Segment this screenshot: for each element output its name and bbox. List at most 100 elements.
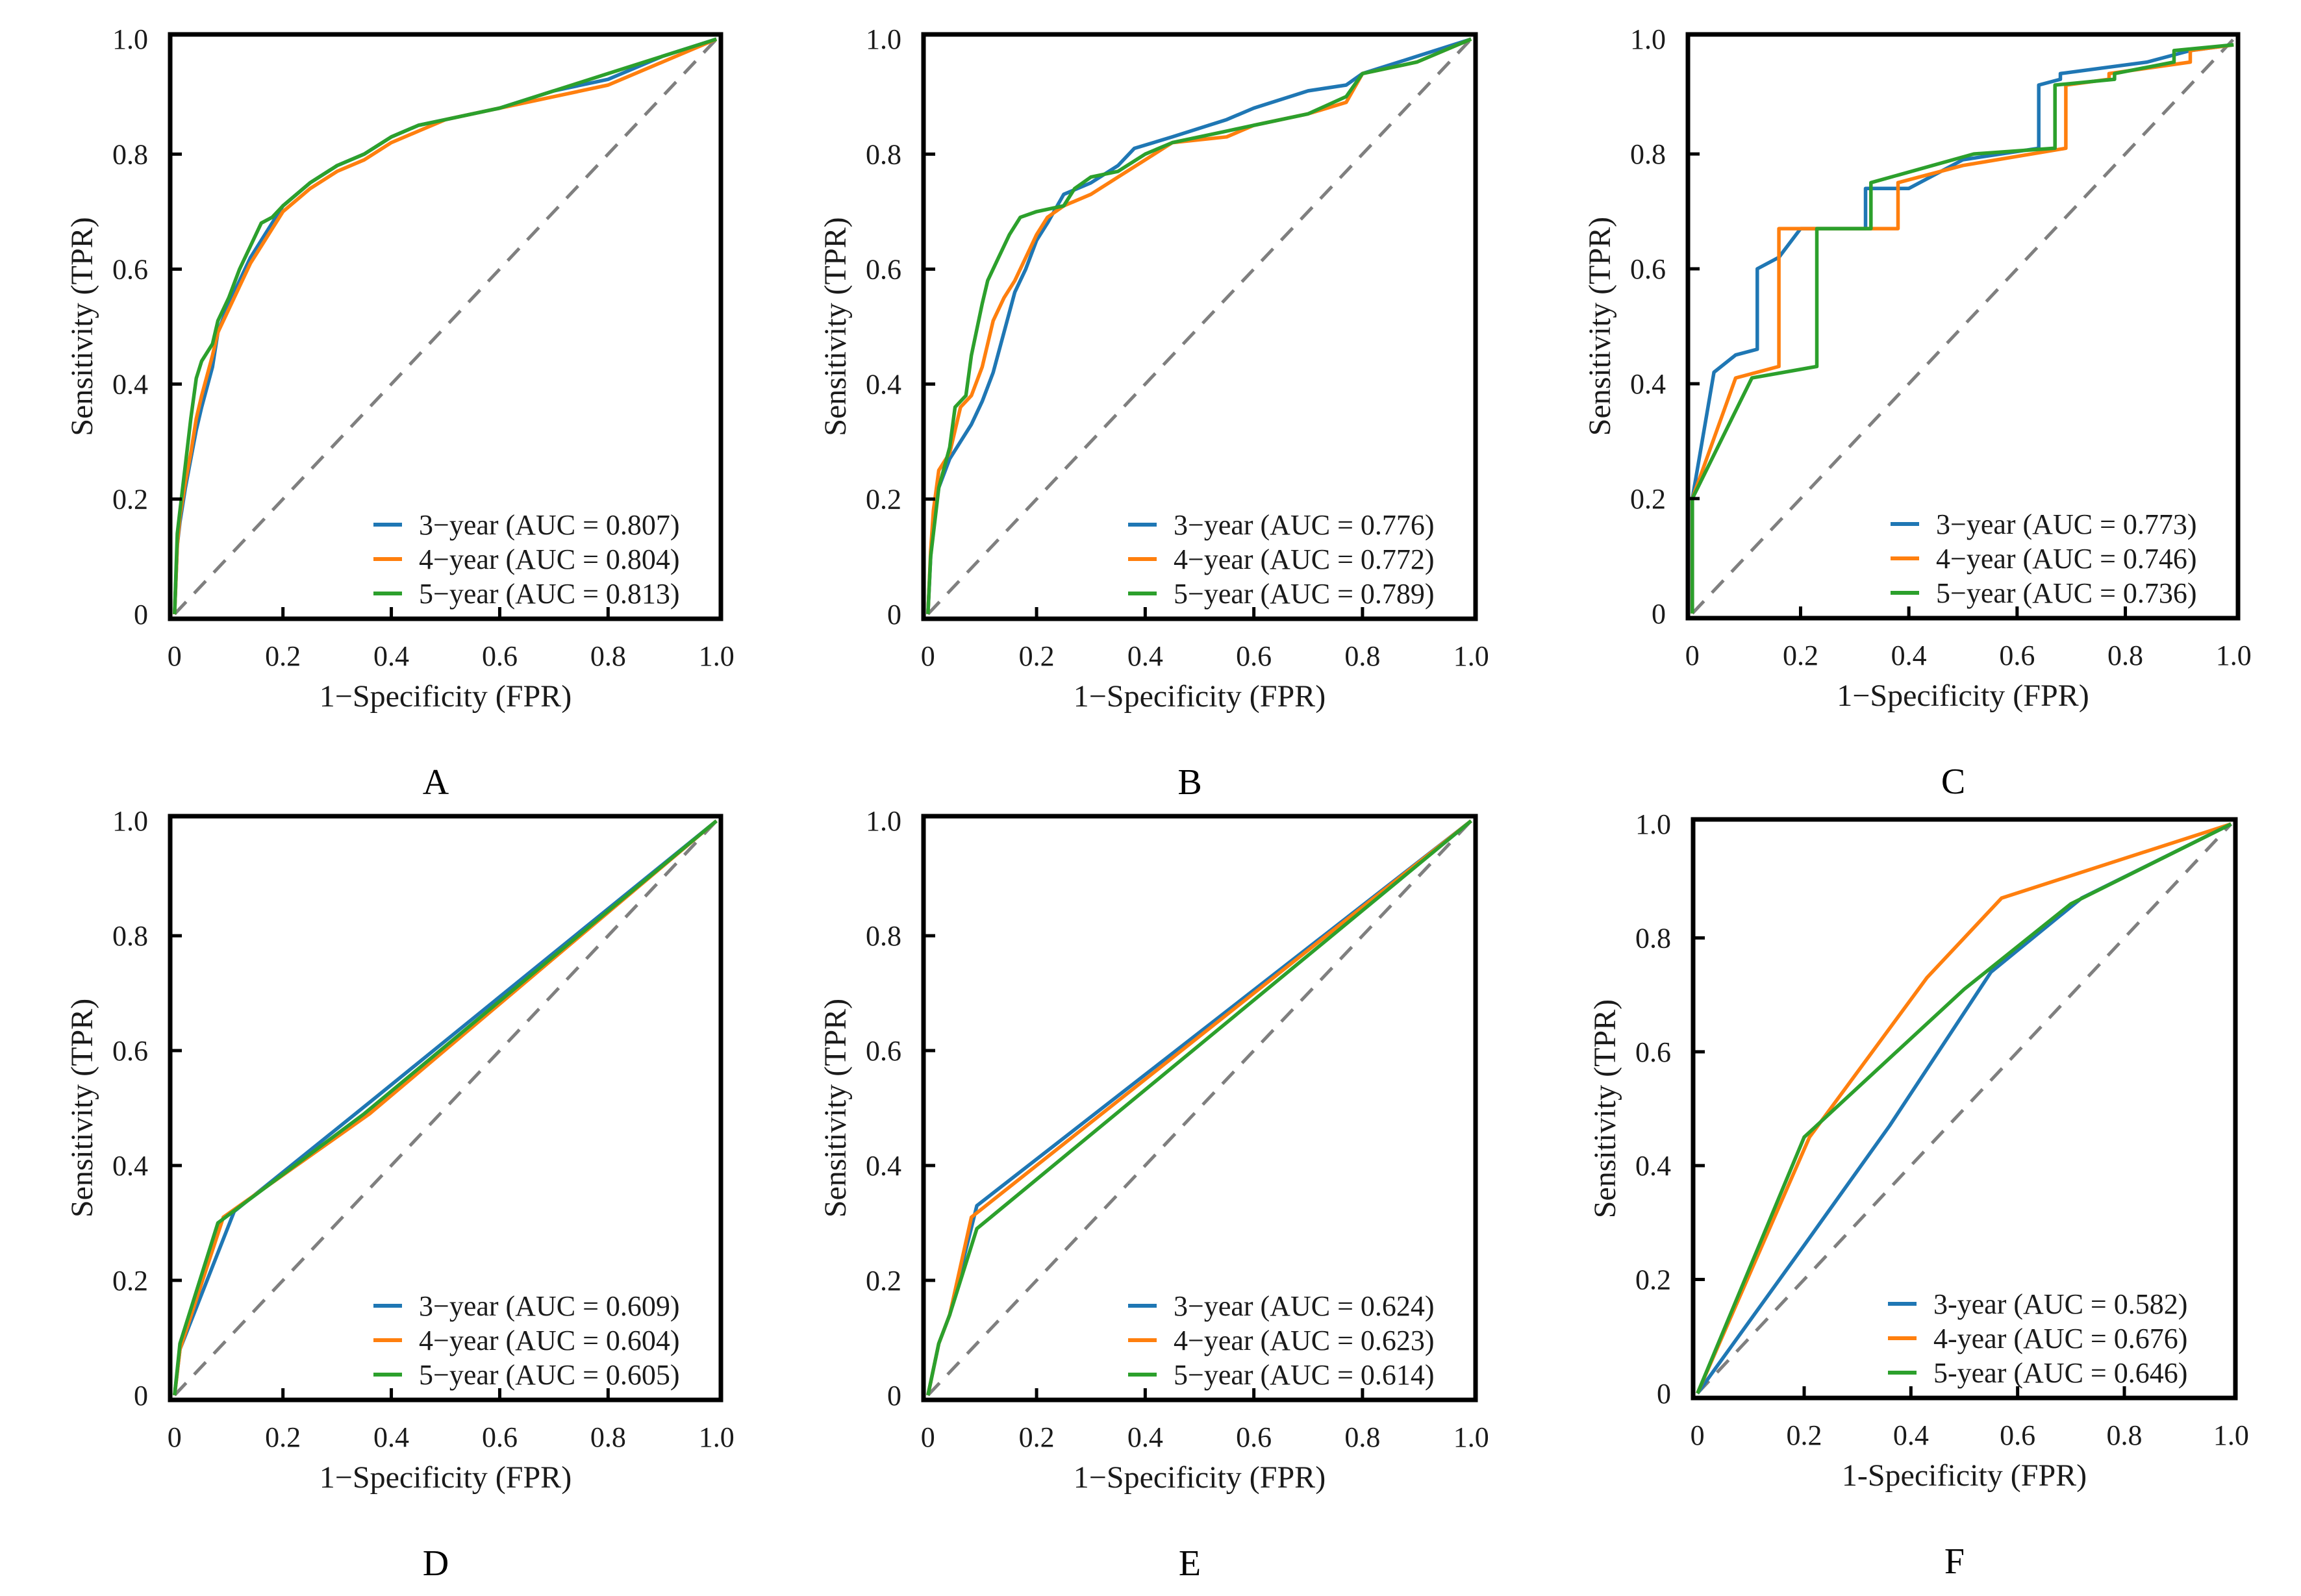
y-tick-label: 1.0 [1630,23,1666,55]
y-tick-label: 0.2 [112,1265,148,1297]
y-tick-label: 0.4 [1630,368,1666,400]
roc-curve-5-year [926,819,1472,1396]
y-tick-label: 0 [887,1380,901,1412]
y-tick-label: 0 [1652,598,1666,630]
y-tick-label: 1.0 [866,23,901,55]
roc-curve-3-year [1691,43,2234,614]
legend-label-3-year: 3−year (AUC = 0.624) [1174,1290,1435,1322]
legend-label-4-year: 4−year (AUC = 0.604) [419,1325,680,1356]
legend-label-4-year: 4−year (AUC = 0.623) [1174,1325,1435,1356]
x-tick-label: 1.0 [699,1421,735,1453]
plot-frame [921,814,1478,1403]
plot-frame [921,32,1478,621]
x-tick-label: 0.8 [2107,640,2143,671]
legend-label-4-year: 4−year (AUC = 0.804) [419,543,680,575]
x-tick-label: 0.6 [1999,640,2035,671]
legend-label-4-year: 4−year (AUC = 0.772) [1174,543,1435,575]
legend: 3−year (AUC = 0.773)4−year (AUC = 0.746)… [1891,508,2197,609]
reference-diagonal-line [1696,823,2233,1395]
y-axis-title: Sensitivity (TPR) [65,217,99,436]
x-axis-title: 1−Specificity (FPR) [1074,679,1326,714]
y-tick-label: 0.8 [112,138,148,170]
y-tick-label: 0.8 [1635,922,1671,954]
panel-letter: F [1944,1541,1965,1582]
reference-diagonal-line [173,38,718,616]
legend-label-3-year: 3−year (AUC = 0.807) [419,509,680,541]
x-axis-title: 1-Specificity (FPR) [1842,1458,2087,1493]
legend-label-4-year: 4-year (AUC = 0.676) [1933,1323,2187,1354]
legend-label-4-year: 4−year (AUC = 0.746) [1936,543,2197,575]
plot-frame [168,814,723,1403]
x-tick-label: 0.6 [482,1421,518,1453]
x-tick-label: 0.4 [1893,1419,1929,1451]
reference-diagonal-line [173,819,718,1397]
roc-curve-5-year [1696,822,2232,1394]
y-axis-title: Sensitivity (TPR) [1583,217,1617,436]
x-tick-label: 0.2 [265,1421,301,1453]
x-tick-label: 0 [921,1421,935,1453]
y-tick-label: 0.2 [866,1265,901,1297]
x-tick-label: 1.0 [699,640,735,672]
y-tick-label: 0.4 [112,369,148,401]
y-tick-label: 1.0 [112,805,148,837]
y-tick-label: 0.6 [1630,253,1666,285]
legend: 3−year (AUC = 0.624)4−year (AUC = 0.623)… [1128,1290,1435,1391]
y-tick-label: 0.6 [112,253,148,285]
legend-label-5-year: 5-year (AUC = 0.646) [1933,1357,2187,1389]
x-axis-title: 1−Specificity (FPR) [1074,1460,1326,1495]
x-tick-label: 0.2 [1019,1421,1055,1453]
y-axis-title: Sensitivity (TPR) [1588,999,1622,1218]
panel-letter: E [1179,1543,1201,1584]
legend-label-5-year: 5−year (AUC = 0.736) [1936,577,2197,609]
panel-letter: A [423,762,449,803]
x-tick-label: 0.4 [1127,1421,1163,1453]
legend: 3−year (AUC = 0.807)4−year (AUC = 0.804)… [373,509,680,610]
roc-panel-f: 0 0.2 0.4 0.6 0.8 1.0 0 0.2 0.4 0.6 0.8 1.0 1-Specif… [1588,808,2249,1582]
x-tick-label: 0.2 [265,640,301,672]
legend: 3−year (AUC = 0.776)4−year (AUC = 0.772)… [1128,509,1435,610]
legend: 3−year (AUC = 0.609)4−year (AUC = 0.604)… [373,1290,680,1391]
y-axis-title: Sensitivity (TPR) [65,999,99,1217]
x-tick-label: 0 [168,1421,182,1453]
y-tick-label: 0.6 [866,1035,901,1067]
x-tick-label: 0.4 [1127,640,1163,672]
x-tick-label: 0.6 [482,640,518,672]
legend-label-5-year: 5−year (AUC = 0.789) [1174,578,1435,610]
roc-panel-c: 0 0.2 0.4 0.6 0.8 1.0 0 0.2 0.4 0.6 0.8 1.0 1−Specif… [1583,23,2252,802]
roc-curve-5-year [1691,43,2234,614]
x-tick-label: 0.2 [1019,640,1055,672]
y-tick-label: 0.6 [112,1035,148,1067]
x-axis-title: 1−Specificity (FPR) [320,679,572,714]
x-tick-label: 1.0 [1453,1421,1489,1453]
legend-label-5-year: 5−year (AUC = 0.813) [419,578,680,610]
y-tick-label: 0.2 [1630,483,1666,515]
x-tick-label: 0.8 [590,1421,626,1453]
x-tick-label: 0.6 [2000,1419,2035,1451]
y-tick-label: 0.6 [866,253,901,285]
x-tick-label: 0.2 [1783,640,1818,671]
roc-panel-e: 0 0.2 0.4 0.6 0.8 1.0 0 0.2 0.4 0.6 0.8 1.0 1−Specif… [818,805,1489,1584]
roc-curve-5-year [173,819,718,1396]
plot-frame [168,32,723,621]
x-tick-label: 0.8 [1344,640,1380,672]
roc-curve-3-year [926,37,1472,614]
x-tick-label: 0.8 [590,640,626,672]
x-tick-label: 0.8 [2106,1419,2142,1451]
y-axis-title: Sensitivity (TPR) [818,999,853,1217]
legend-label-3-year: 3−year (AUC = 0.609) [419,1290,680,1322]
y-tick-label: 0.8 [112,920,148,952]
x-tick-label: 0.8 [1344,1421,1380,1453]
x-tick-label: 1.0 [2213,1419,2249,1451]
roc-curve-5-year [173,37,718,614]
y-tick-label: 0 [1657,1378,1671,1410]
roc-curve-4-year [1696,822,2232,1395]
y-tick-label: 0.2 [112,484,148,516]
y-tick-label: 0 [134,599,148,630]
y-tick-label: 0.4 [866,369,901,401]
roc-panel-d: 0 0.2 0.4 0.6 0.8 1.0 0 0.2 0.4 0.6 0.8 1.0 1−Specif… [65,805,735,1584]
panel-letter: D [423,1543,449,1584]
y-tick-label: 0.2 [1635,1264,1671,1296]
x-tick-label: 0.4 [1891,640,1927,671]
y-tick-label: 0 [887,599,901,630]
